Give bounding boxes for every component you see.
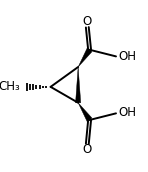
Text: O: O — [82, 143, 91, 156]
Polygon shape — [78, 48, 92, 67]
Text: CH₃: CH₃ — [0, 80, 20, 93]
Polygon shape — [76, 67, 81, 103]
Polygon shape — [78, 103, 92, 122]
Text: O: O — [82, 15, 91, 28]
Text: OH: OH — [119, 106, 137, 119]
Text: OH: OH — [119, 50, 137, 63]
